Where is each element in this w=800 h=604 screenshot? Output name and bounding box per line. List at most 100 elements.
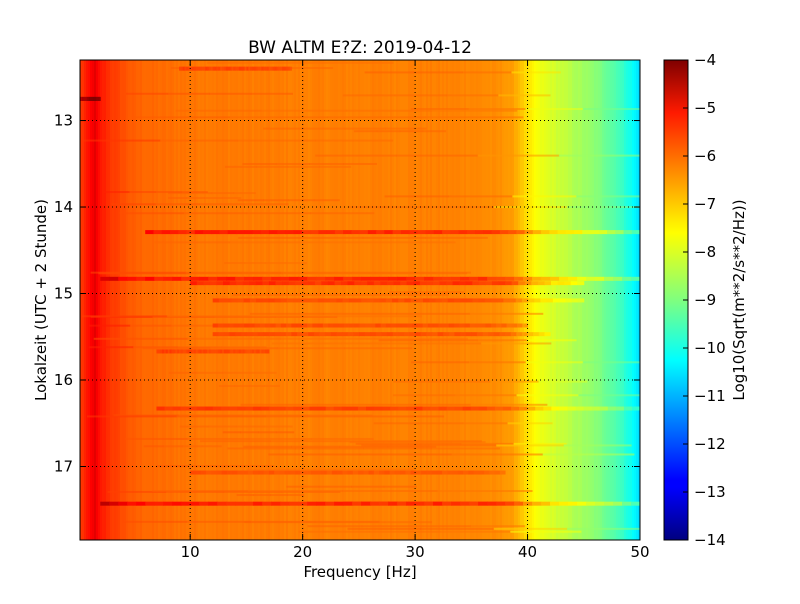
heatmap-band <box>181 501 191 506</box>
heatmap-band <box>358 470 364 475</box>
heatmap-band <box>370 332 377 337</box>
heatmap-band <box>459 323 466 328</box>
heatmap-streak <box>420 206 495 209</box>
heatmap-band <box>343 323 350 328</box>
heatmap-band <box>261 349 264 354</box>
heatmap-band <box>236 281 244 286</box>
heatmap-band <box>615 230 625 235</box>
heatmap-band <box>245 406 254 411</box>
heatmap-band <box>452 281 460 286</box>
heatmap-band <box>499 230 509 235</box>
heatmap-band <box>196 281 204 286</box>
heatmap-streak <box>233 384 250 387</box>
heatmap-band <box>577 276 587 281</box>
heatmap-band <box>433 323 439 328</box>
heatmap-band <box>193 349 197 354</box>
heatmap-band <box>257 349 261 354</box>
heatmap-streak <box>418 422 464 425</box>
heatmap-band <box>366 406 375 411</box>
heatmap-band <box>199 276 209 281</box>
heatmap-band <box>469 276 479 281</box>
heatmap-band <box>386 281 395 286</box>
heatmap-band <box>268 470 275 475</box>
heatmap-band <box>613 276 623 281</box>
heatmap-band <box>324 298 331 303</box>
heatmap-streak <box>186 196 205 199</box>
heatmap-band <box>227 349 231 354</box>
heatmap-band <box>145 501 155 506</box>
heatmap-streak <box>526 339 577 342</box>
heatmap-band <box>237 349 240 354</box>
heatmap-band <box>312 323 319 328</box>
heatmap-streak <box>260 109 347 112</box>
heatmap-streak <box>167 92 210 95</box>
heatmap-band <box>442 470 448 475</box>
heatmap-band <box>291 323 298 328</box>
heatmap-band <box>272 66 276 71</box>
heatmap-band <box>470 406 480 411</box>
heatmap-band <box>211 470 217 475</box>
heatmap-streak <box>131 116 231 119</box>
heatmap-streak <box>227 447 296 450</box>
heatmap-band <box>432 281 440 286</box>
colorbar-tick-label: −11 <box>694 387 726 405</box>
heatmap-column <box>602 60 605 540</box>
heatmap-band <box>310 470 317 475</box>
heatmap-band <box>454 406 464 411</box>
heatmap-band <box>359 323 366 328</box>
heatmap-column <box>102 60 105 540</box>
heatmap-band <box>550 281 559 286</box>
heatmap-streak <box>163 445 183 448</box>
heatmap-band <box>244 66 247 71</box>
heatmap-streak <box>373 337 468 340</box>
heatmap-band <box>452 470 459 475</box>
heatmap-band <box>499 332 506 337</box>
heatmap-band <box>450 230 460 235</box>
heatmap-band <box>261 66 264 71</box>
heatmap-band <box>429 298 436 303</box>
heatmap-streak <box>444 291 464 294</box>
heatmap-band <box>453 298 461 303</box>
heatmap-band <box>559 276 569 281</box>
heatmap-streak <box>410 108 469 111</box>
heatmap-column <box>620 60 623 540</box>
heatmap-streak <box>408 442 462 445</box>
heatmap-column <box>194 60 197 540</box>
heatmap-band <box>205 470 212 475</box>
heatmap-band <box>521 332 529 337</box>
heatmap-band <box>249 298 257 303</box>
heatmap-band <box>227 66 231 71</box>
heatmap-band <box>280 332 287 337</box>
heatmap-band <box>237 406 246 411</box>
heatmap-band <box>537 281 545 286</box>
heatmap-band <box>225 349 229 354</box>
heatmap-band <box>297 332 304 337</box>
heatmap-column <box>610 60 613 540</box>
heatmap-band <box>247 470 254 475</box>
heatmap-band <box>277 406 286 411</box>
heatmap-band <box>231 298 238 303</box>
heatmap-streak <box>110 203 156 206</box>
heatmap-band <box>424 501 434 506</box>
heatmap-column <box>150 60 153 540</box>
heatmap-band <box>325 501 335 506</box>
heatmap-band <box>214 66 217 71</box>
heatmap-band <box>349 323 355 328</box>
heatmap-streak <box>342 94 396 97</box>
heatmap-streak <box>361 444 430 447</box>
heatmap-streak <box>582 108 640 111</box>
heatmap-streak <box>385 127 427 130</box>
heatmap-band <box>541 276 551 281</box>
heatmap-band <box>552 298 560 303</box>
heatmap-band <box>469 501 479 506</box>
heatmap-band <box>459 281 467 286</box>
heatmap-streak <box>270 494 288 497</box>
heatmap-column <box>84 60 87 540</box>
heatmap-band <box>192 66 195 71</box>
heatmap-band <box>482 332 489 337</box>
heatmap-streak <box>229 116 328 119</box>
heatmap-band <box>180 406 190 411</box>
heatmap-band <box>400 470 406 475</box>
heatmap-band <box>406 501 416 506</box>
heatmap-column <box>210 60 213 540</box>
